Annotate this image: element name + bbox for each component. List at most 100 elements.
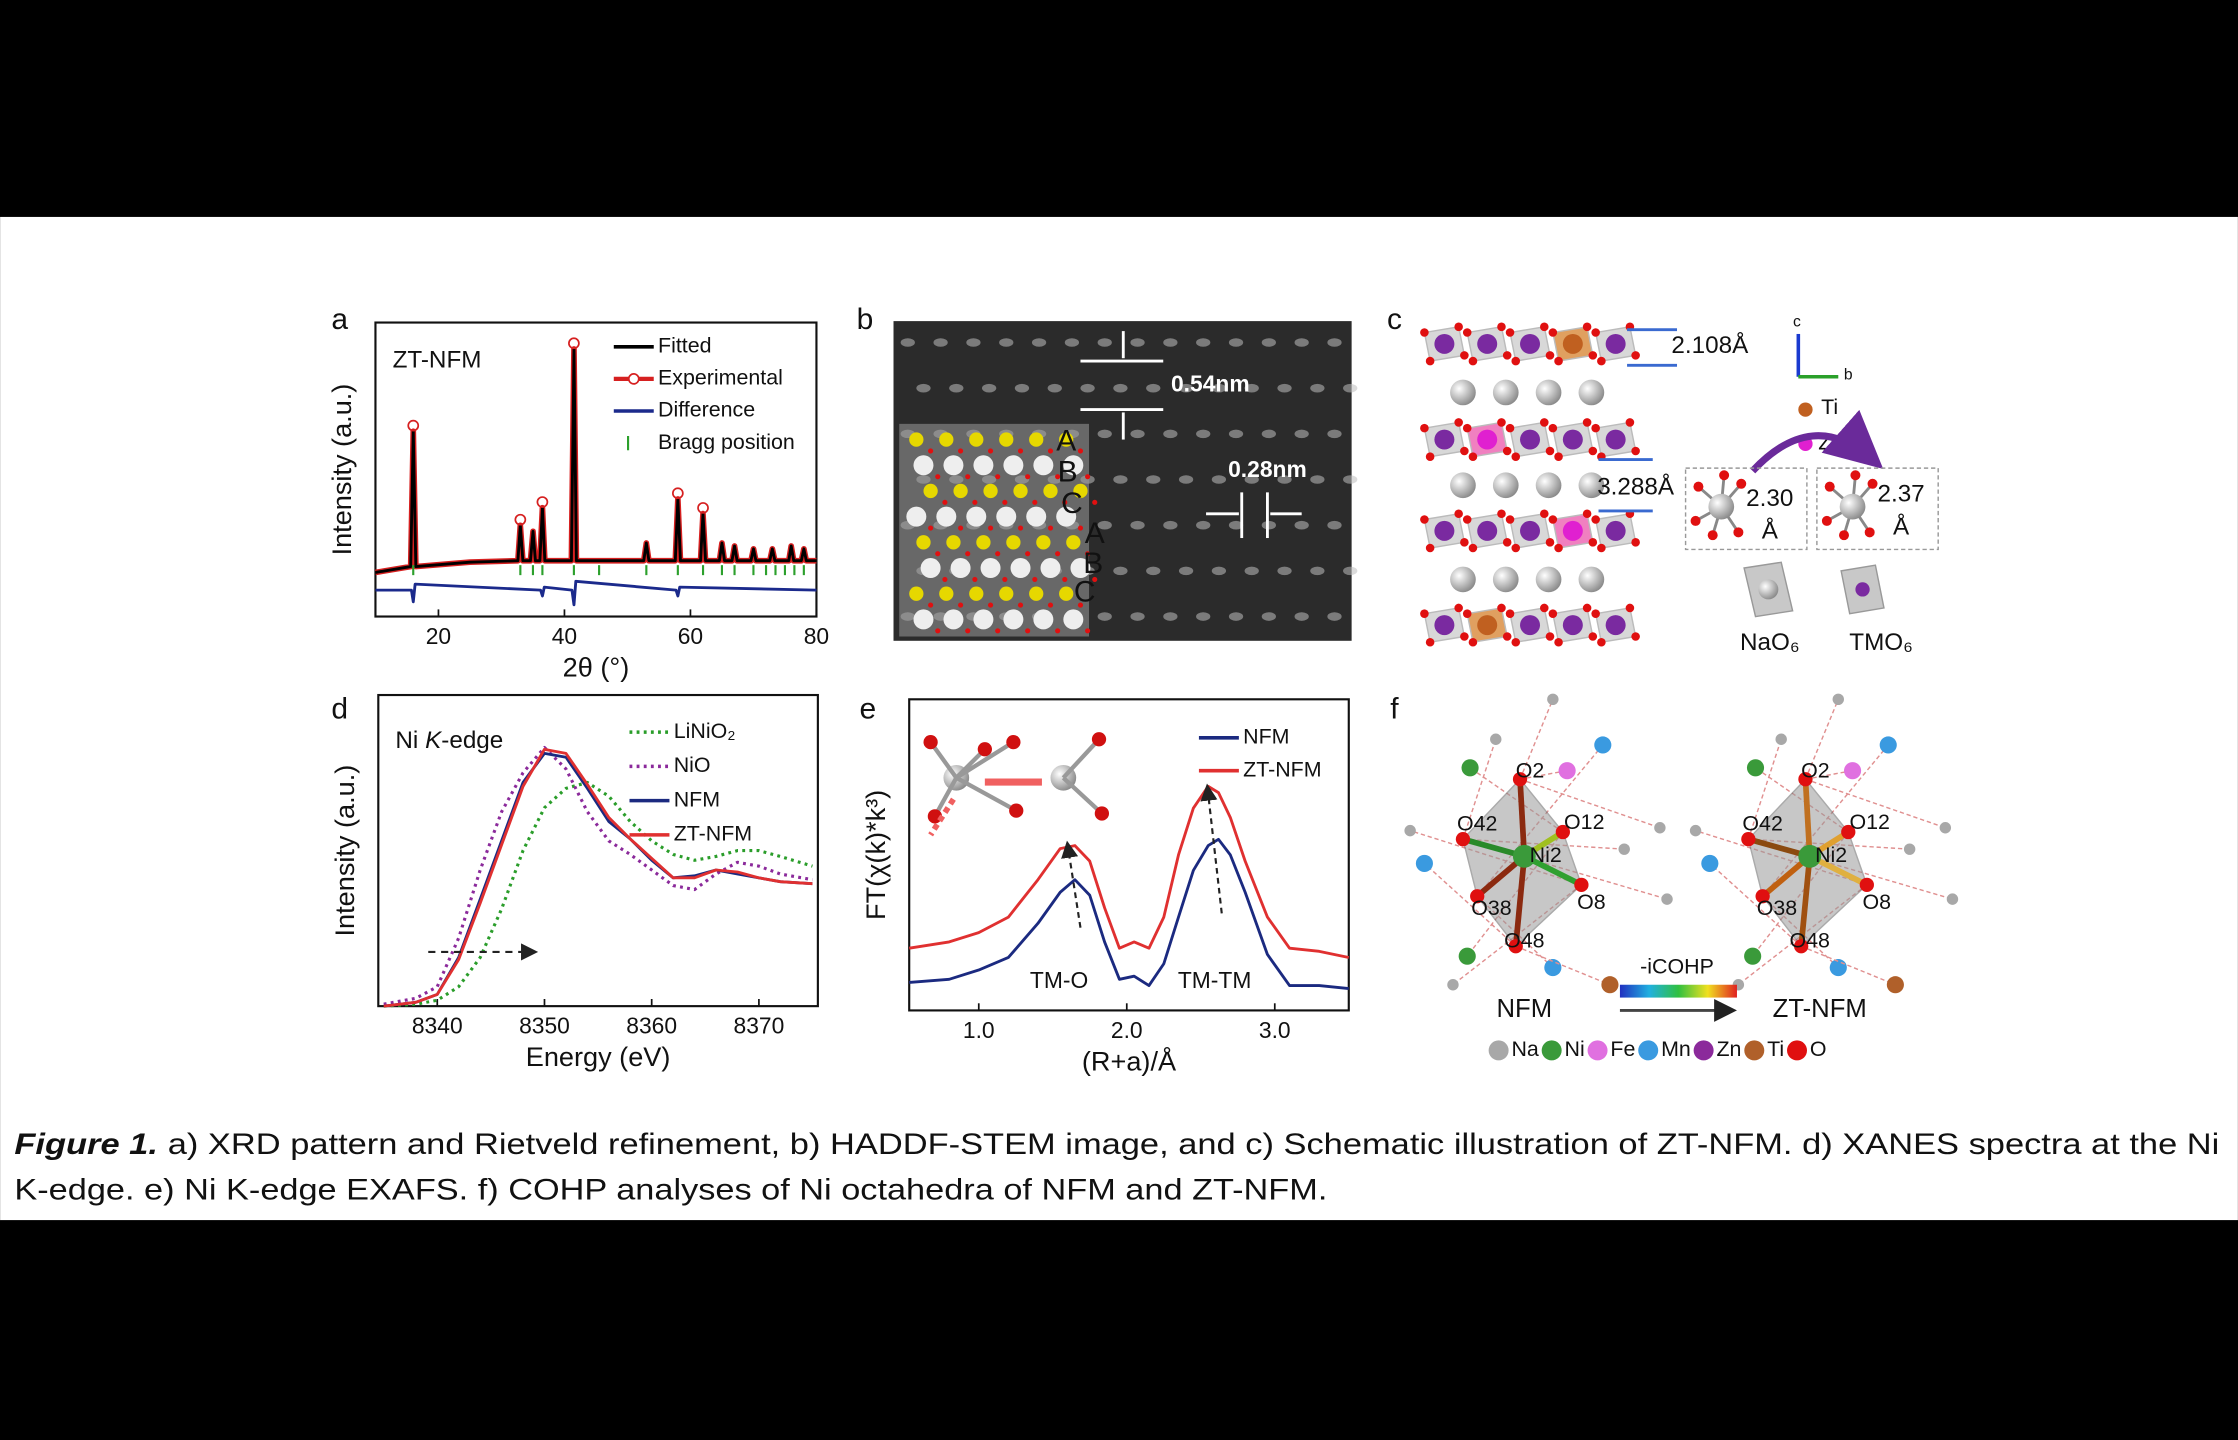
atom	[1006, 535, 1021, 550]
contact	[1755, 767, 1849, 833]
x-tick-label: 8340	[412, 1013, 463, 1039]
atom	[1497, 509, 1506, 519]
stem-dot	[1228, 612, 1244, 621]
atom	[1029, 432, 1044, 447]
stem-dot	[1277, 383, 1292, 393]
contact	[1469, 767, 1564, 833]
atom	[958, 525, 964, 531]
caption-line: K-edge. e) Ni K-edge EXAFS. f) COHP anal…	[14, 1174, 1327, 1207]
atom	[1520, 615, 1541, 636]
atom	[1009, 803, 1024, 818]
atom	[1017, 525, 1024, 531]
atom	[1025, 551, 1031, 557]
atom	[1520, 429, 1541, 450]
structure-label: ZT-NFM	[1773, 995, 1867, 1023]
atom	[1798, 844, 1822, 868]
atom	[1497, 322, 1506, 332]
atom	[1032, 576, 1038, 582]
stem-dot	[1277, 566, 1292, 576]
series-line	[383, 747, 813, 1008]
dopant-label: Ti	[1821, 395, 1838, 419]
atom	[928, 525, 934, 531]
stem-dot	[1113, 566, 1128, 576]
atom	[1578, 566, 1605, 593]
element-swatch	[1488, 1040, 1509, 1061]
caption-line: Figure 1. a) XRD pattern and Rietveld ref…	[14, 1128, 2219, 1161]
atom	[1689, 824, 1702, 837]
bond-unit: Å	[1762, 517, 1779, 545]
atom	[916, 535, 931, 550]
x-axis-label: Energy (eV)	[526, 1041, 671, 1072]
atom	[1077, 448, 1084, 454]
atom	[1707, 530, 1718, 541]
atom	[1798, 772, 1813, 787]
atom	[1597, 543, 1606, 553]
scale-label: 0.28nm	[1228, 456, 1307, 482]
atom	[1746, 759, 1765, 777]
bond-unit: Å	[1893, 512, 1910, 540]
atom	[1588, 351, 1598, 360]
atom	[987, 602, 994, 608]
atom	[1841, 824, 1856, 840]
atom	[1468, 637, 1478, 647]
stem-dot	[1014, 383, 1030, 393]
axis-letter: b	[1844, 366, 1853, 383]
atom	[1468, 356, 1478, 366]
stem-dot	[1163, 338, 1178, 347]
atom	[1625, 418, 1635, 427]
distance-label: 2.108Å	[1671, 331, 1749, 359]
atom	[939, 432, 954, 447]
atom	[995, 474, 1001, 480]
series-line	[909, 837, 1349, 991]
atom	[1425, 543, 1435, 553]
atom	[1562, 333, 1583, 354]
element-swatch	[1693, 1040, 1714, 1061]
atom	[1415, 854, 1433, 872]
atom	[1540, 603, 1549, 613]
stem-dot	[1310, 566, 1325, 576]
atom	[1425, 356, 1435, 366]
bond	[1512, 856, 1528, 947]
atom	[1631, 446, 1640, 456]
atom	[969, 432, 984, 447]
atom-label: O42	[1742, 812, 1782, 836]
atom	[1462, 609, 1472, 618]
atom	[1855, 582, 1870, 597]
atom	[1582, 603, 1592, 613]
stem-dot	[1113, 475, 1128, 484]
stem-dot	[1064, 338, 1080, 347]
atom	[1631, 538, 1640, 547]
atom	[1545, 632, 1555, 641]
atom	[1829, 959, 1847, 977]
panel-label: f	[1390, 693, 1399, 726]
bond	[1798, 856, 1813, 947]
atom	[1591, 609, 1600, 618]
atom	[1798, 402, 1813, 417]
atom	[1540, 418, 1549, 427]
atom	[1070, 558, 1091, 578]
stem-dot	[900, 338, 915, 347]
stem-dot	[1294, 429, 1309, 439]
atom	[1744, 947, 1762, 965]
atom-label: Ni2	[1530, 843, 1562, 867]
atom	[935, 551, 941, 557]
data-point	[514, 513, 527, 526]
stem-dot	[1146, 566, 1161, 576]
x-tick-label: 1.0	[963, 1017, 995, 1043]
atom	[1588, 632, 1598, 641]
atom	[1477, 429, 1498, 450]
atom	[1420, 609, 1429, 618]
atom	[906, 506, 927, 527]
atom	[1879, 736, 1897, 754]
peak-label: TM-TM	[1178, 967, 1252, 993]
atom	[958, 602, 964, 608]
series-line	[375, 579, 817, 607]
atom	[1062, 576, 1068, 582]
stem-dot	[1211, 475, 1227, 484]
atom	[1477, 333, 1498, 354]
contact	[1466, 831, 1564, 957]
stem-dot	[1343, 566, 1358, 576]
atom	[1588, 538, 1598, 547]
atom	[953, 483, 968, 499]
atom	[1591, 423, 1600, 433]
